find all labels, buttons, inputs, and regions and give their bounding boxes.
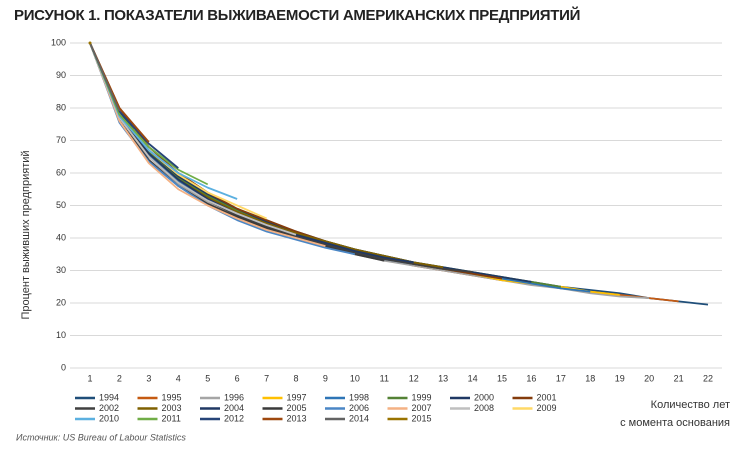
x-tick-label: 21 bbox=[674, 373, 684, 383]
legend-label: 2007 bbox=[412, 403, 432, 413]
legend-label: 2011 bbox=[162, 413, 181, 423]
legend-label: 2000 bbox=[474, 392, 494, 402]
series-line bbox=[89, 42, 267, 220]
x-tick-label: 14 bbox=[468, 373, 478, 383]
y-tick-label: 60 bbox=[56, 167, 66, 177]
y-tick-label: 90 bbox=[56, 70, 66, 80]
series-line bbox=[89, 42, 385, 262]
legend-label: 2010 bbox=[99, 413, 119, 423]
legend-label: 2004 bbox=[224, 403, 244, 413]
series-line bbox=[89, 42, 297, 236]
y-tick-label: 100 bbox=[51, 37, 66, 47]
x-tick-label: 6 bbox=[235, 373, 240, 383]
x-axis-title: Количество лет bbox=[651, 399, 730, 411]
x-tick-label: 17 bbox=[556, 373, 566, 383]
x-tick-label: 2 bbox=[117, 373, 122, 383]
legend-label: 2003 bbox=[162, 403, 182, 413]
legend-label: 2013 bbox=[287, 413, 307, 423]
x-tick-label: 9 bbox=[323, 373, 328, 383]
y-tick-label: 10 bbox=[56, 330, 66, 340]
series-line bbox=[89, 42, 326, 247]
x-tick-label: 10 bbox=[350, 373, 360, 383]
y-tick-label: 40 bbox=[56, 232, 66, 242]
legend-label: 2014 bbox=[349, 413, 369, 423]
legend-label: 2001 bbox=[537, 392, 557, 402]
y-tick-label: 70 bbox=[56, 135, 66, 145]
legend-label: 1996 bbox=[224, 392, 244, 402]
chart-title: РИСУНОК 1. ПОКАЗАТЕЛИ ВЫЖИВАЕМОСТИ АМЕРИ… bbox=[14, 6, 580, 24]
x-axis-title: с момента основания bbox=[620, 417, 730, 429]
x-tick-label: 1 bbox=[87, 373, 92, 383]
y-tick-label: 30 bbox=[56, 265, 66, 275]
y-axis-title: Процент выживших предприятий bbox=[20, 150, 32, 319]
x-tick-label: 22 bbox=[703, 373, 713, 383]
x-tick-label: 19 bbox=[615, 373, 625, 383]
legend-label: 2002 bbox=[99, 403, 119, 413]
legend-label: 1997 bbox=[287, 392, 307, 402]
series-line bbox=[89, 42, 356, 256]
series-point bbox=[88, 41, 92, 45]
y-tick-label: 0 bbox=[61, 362, 66, 372]
x-tick-label: 18 bbox=[585, 373, 595, 383]
y-tick-label: 20 bbox=[56, 297, 66, 307]
x-tick-label: 4 bbox=[176, 373, 181, 383]
x-tick-label: 11 bbox=[380, 373, 389, 383]
x-tick-label: 20 bbox=[644, 373, 654, 383]
legend-label: 2012 bbox=[224, 413, 244, 423]
x-tick-label: 3 bbox=[146, 373, 151, 383]
x-tick-label: 15 bbox=[497, 373, 507, 383]
series-line bbox=[89, 42, 709, 306]
x-tick-label: 7 bbox=[264, 373, 269, 383]
series-line bbox=[89, 42, 179, 169]
x-tick-label: 8 bbox=[293, 373, 298, 383]
y-tick-label: 80 bbox=[56, 102, 66, 112]
legend-label: 2006 bbox=[349, 403, 369, 413]
series-line bbox=[89, 42, 121, 112]
source-note: Источник: US Bureau of Labour Statistics bbox=[16, 432, 186, 442]
y-tick-label: 50 bbox=[56, 200, 66, 210]
legend-label: 2005 bbox=[287, 403, 307, 413]
series-line bbox=[89, 42, 150, 143]
x-tick-label: 12 bbox=[409, 373, 419, 383]
x-tick-label: 16 bbox=[526, 373, 536, 383]
legend-label: 2009 bbox=[537, 403, 557, 413]
legend-label: 1994 bbox=[99, 392, 119, 402]
x-tick-label: 5 bbox=[205, 373, 210, 383]
x-tick-label: 13 bbox=[438, 373, 448, 383]
series-line bbox=[89, 42, 503, 280]
legend-label: 1995 bbox=[162, 392, 182, 402]
legend-label: 1999 bbox=[412, 392, 432, 402]
legend-label: 2008 bbox=[474, 403, 494, 413]
legend-label: 2015 bbox=[412, 413, 432, 423]
legend-label: 1998 bbox=[349, 392, 369, 402]
